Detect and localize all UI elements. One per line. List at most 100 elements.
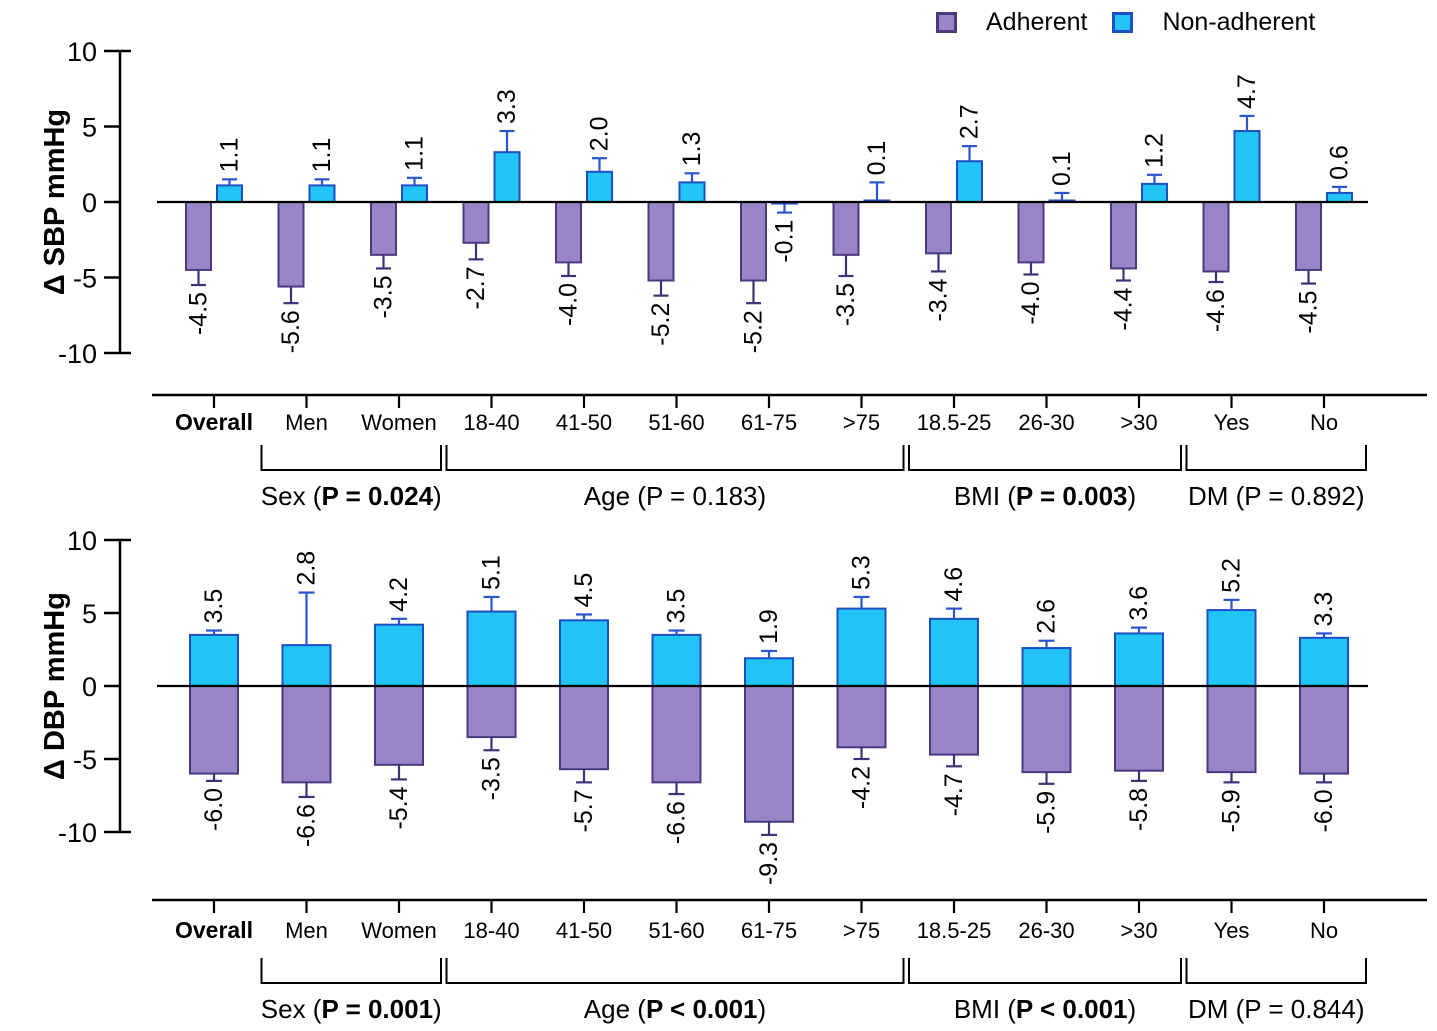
- value-label: 5.3: [848, 555, 876, 590]
- value-label: 0.6: [1326, 145, 1354, 180]
- value-label: -5.2: [740, 310, 768, 353]
- category-label: >30: [1120, 918, 1157, 943]
- value-label: 5.2: [1218, 558, 1246, 593]
- bars-group: [185, 130, 1353, 288]
- category-label: Women: [361, 410, 436, 435]
- value-label: -6.0: [200, 788, 228, 831]
- value-label: 1.9: [755, 609, 783, 644]
- value-label: -5.9: [1033, 791, 1061, 834]
- bar-adherent: [370, 201, 397, 256]
- error-bar-adherent: [1301, 269, 1316, 285]
- error-bar-nonadherent: [853, 595, 870, 609]
- bar-nonadherent: [401, 184, 428, 203]
- error-bar-adherent: [391, 764, 407, 781]
- error-bar-nonadherent: [576, 613, 592, 621]
- error-bar-nonadherent: [314, 178, 330, 186]
- category-label: Men: [285, 918, 328, 943]
- group-label-bmi: BMI (P < 0.001): [954, 994, 1136, 1024]
- y-tick-label: -10: [58, 818, 97, 848]
- bar-adherent: [832, 201, 860, 256]
- error-bar-adherent: [298, 782, 315, 799]
- value-label: 4.7: [1233, 74, 1261, 109]
- category-label: 18-40: [463, 410, 519, 435]
- category-label: No: [1310, 410, 1338, 435]
- legend-swatch-nonadherent: [1112, 12, 1134, 33]
- value-label: 2.8: [293, 551, 321, 586]
- error-bar-nonadherent: [483, 595, 500, 612]
- value-label: 1.1: [401, 136, 429, 171]
- bar-nonadherent: [744, 657, 794, 688]
- value-label: -9.3: [755, 842, 783, 885]
- y-tick-label: -5: [73, 264, 97, 294]
- group-bracket-age: [445, 958, 905, 984]
- legend-label-adherent: Adherent: [986, 8, 1088, 36]
- error-bar-adherent: [653, 280, 669, 297]
- bar-nonadherent: [281, 644, 332, 687]
- bar-adherent: [185, 201, 212, 271]
- category-label: Overall: [175, 917, 253, 943]
- category-label: 18.5-25: [917, 918, 992, 943]
- category-label: 51-60: [648, 410, 704, 435]
- value-label: 1.1: [216, 138, 244, 173]
- error-bar-nonadherent: [298, 591, 315, 646]
- y-tick-label: 10: [67, 526, 97, 556]
- error-bar-nonadherent: [1038, 639, 1055, 649]
- value-label: -5.2: [647, 303, 675, 346]
- category-label: 26-30: [1018, 410, 1074, 435]
- value-label: 3.3: [1310, 592, 1338, 627]
- error-bar-nonadherent: [777, 203, 792, 214]
- error-bar-nonadherent: [869, 181, 885, 201]
- category-label: >75: [843, 410, 880, 435]
- value-label: 0.1: [1048, 151, 1076, 186]
- error-bar-nonadherent: [592, 157, 607, 172]
- bar-adherent: [1114, 685, 1164, 772]
- group-bracket-sex: [260, 445, 442, 471]
- bar-adherent: [647, 201, 675, 282]
- y-tick-label: 5: [82, 599, 97, 629]
- error-bar-nonadherent: [1147, 173, 1162, 184]
- value-label: -6.6: [663, 801, 691, 844]
- bar-adherent: [466, 685, 517, 739]
- bar-nonadherent: [929, 617, 979, 688]
- group-label-age: Age (P < 0.001): [584, 994, 766, 1024]
- bar-adherent: [559, 685, 609, 771]
- bar-nonadherent: [1326, 191, 1353, 204]
- category-label: >75: [843, 918, 880, 943]
- bar-adherent: [189, 685, 239, 775]
- error-bar-nonadherent: [407, 176, 422, 186]
- error-bar-adherent: [1038, 772, 1055, 785]
- value-label: -5.8: [1125, 788, 1153, 831]
- error-bar-nonadherent: [761, 649, 777, 659]
- value-label: 3.5: [200, 589, 228, 624]
- error-bar-nonadherent: [1054, 191, 1070, 201]
- bar-nonadherent: [493, 151, 521, 203]
- value-label: 1.3: [678, 132, 706, 167]
- error-bar-adherent: [576, 769, 592, 784]
- group-label-dm: DM (P = 0.844): [1188, 994, 1365, 1024]
- category-label: Yes: [1214, 918, 1250, 943]
- y-tick-label: -5: [73, 745, 97, 775]
- category-label: Overall: [175, 409, 253, 435]
- category-label: 61-75: [741, 918, 797, 943]
- bar-adherent: [462, 201, 490, 244]
- category-label: >30: [1120, 410, 1157, 435]
- error-bar-adherent: [838, 254, 854, 278]
- value-label: -3.5: [832, 283, 860, 326]
- y-tick-label: 0: [82, 672, 97, 702]
- value-label: 3.3: [493, 89, 521, 124]
- y-tick-label: 10: [67, 37, 97, 67]
- bar-adherent: [651, 685, 702, 784]
- category-label: 18-40: [463, 918, 519, 943]
- error-bar-nonadherent: [684, 172, 700, 183]
- value-label: -6.0: [1310, 789, 1338, 832]
- group-bracket-bmi: [908, 958, 1182, 984]
- bar-adherent: [925, 201, 952, 255]
- bar-adherent: [1202, 201, 1230, 273]
- error-bar-adherent: [746, 280, 761, 305]
- error-bar-adherent: [468, 242, 484, 261]
- bar-nonadherent: [189, 633, 239, 688]
- value-label: -6.6: [293, 804, 321, 847]
- panel-sbp: 10 5 0 -5 -10 Δ SBP mmHg -4.5 -5.6 -3.5 -2.7 -4.0 -…: [39, 37, 1427, 511]
- legend-swatch-adherent: [936, 12, 957, 33]
